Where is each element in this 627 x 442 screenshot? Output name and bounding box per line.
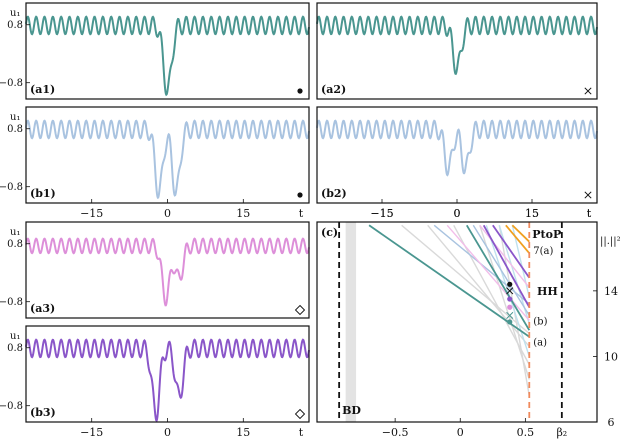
panel-c-series-line-11 xyxy=(479,224,530,289)
panel-c-series-line-12 xyxy=(482,224,531,308)
panel-c-annotation-2: (a) xyxy=(533,338,547,349)
panel-c-marker-3 xyxy=(507,304,513,310)
panel-c-plot-area xyxy=(338,222,563,422)
panel-c-marker-2 xyxy=(507,296,513,302)
panel-b1-ytick-label: 0.8 xyxy=(7,124,23,135)
panel-c-label-ptop: PtoP xyxy=(532,228,561,241)
panel-b1-ylabel: u₁ xyxy=(10,112,20,123)
panel-c-ytick-label: 10 xyxy=(604,350,618,363)
panel-b3-xtick-label: −15 xyxy=(80,426,103,439)
panel-b3-xtick-label: 15 xyxy=(236,426,250,439)
panel-a3-marker-diamond xyxy=(294,304,306,316)
panel-c-series-line-16 xyxy=(505,224,530,254)
panel-b3-ylabel: u₁ xyxy=(10,331,20,342)
panel-c-xlabel: β₂ xyxy=(556,426,567,439)
panel-c-ytick-label: 14 xyxy=(604,285,618,298)
panel-c-label-bd: BD xyxy=(342,404,361,417)
panel-a3-ytick-label: −0.8 xyxy=(0,297,23,308)
panel-c-frame xyxy=(316,221,598,423)
panel-a2-marker-cross xyxy=(584,87,592,95)
panel-b1-label: (b1) xyxy=(30,187,56,200)
panel-a1-label: (a1) xyxy=(30,83,55,96)
panel-c-ylabel: ||.||² xyxy=(600,236,621,247)
panel-a2-frame xyxy=(316,2,598,100)
panel-b3-ytick-label: 0.8 xyxy=(7,343,23,354)
panel-b1-series-line xyxy=(25,119,310,199)
panel-a1-ytick-label: −0.8 xyxy=(0,78,23,89)
panel-b1-xlabel: t xyxy=(299,207,304,220)
panel-b2-series-line xyxy=(316,119,598,177)
panel-c-series-line-1 xyxy=(479,225,530,380)
panel-c-shaded-region xyxy=(345,222,357,422)
panel-b2-xlabel: t xyxy=(587,207,592,220)
panel-b1-xtick-label: −15 xyxy=(80,207,103,220)
panel-c-xtick-label: 0.5 xyxy=(517,426,535,439)
panel-b3-series-line xyxy=(25,338,310,423)
panel-c-top-xlabel: t xyxy=(587,207,592,220)
panel-c-series-line-3 xyxy=(427,224,530,348)
panel-a2-label: (a2) xyxy=(321,83,346,96)
panel-a1-ytick-label: 0.8 xyxy=(7,20,23,31)
panel-c-series-line-5 xyxy=(485,225,530,357)
panel-b3-marker-diamond xyxy=(294,408,306,420)
panel-c-ytick-label: 6 xyxy=(608,416,615,429)
panel-c-label: (c) xyxy=(321,226,338,239)
panel-b3-xtick-label: 0 xyxy=(164,426,171,439)
panel-b2-xtick-label: 15 xyxy=(525,207,539,220)
panel-c-label-hh: HH xyxy=(537,285,558,298)
panel-c-top-xtick-label: 15 xyxy=(525,207,539,220)
panel-c-marker-1 xyxy=(506,287,514,295)
panel-c-top-xtick-label: 0 xyxy=(454,207,461,220)
panel-b2-xtick-label: 0 xyxy=(454,207,461,220)
panel-a3-label: (a3) xyxy=(30,302,55,315)
panel-c-xtick-label: 0 xyxy=(457,426,464,439)
panel-c-xtick-label: −0.5 xyxy=(382,426,409,439)
panel-c-marker-0 xyxy=(507,281,513,287)
panel-a3-series-line xyxy=(25,237,310,307)
panel-b3-ytick-label: −0.8 xyxy=(0,401,23,412)
panel-c-series-line-14 xyxy=(368,224,530,338)
panel-a2-series-line xyxy=(316,15,598,76)
panel-b3-xlabel: t xyxy=(299,426,304,439)
panel-c-series-line-2 xyxy=(453,224,530,365)
panel-a3-frame xyxy=(25,221,310,319)
panel-c-marker-4 xyxy=(506,311,514,319)
panel-c-series-line-4 xyxy=(401,224,530,335)
panel-c-annotation-1: (b) xyxy=(533,316,547,327)
panel-c-annotation-0: 7(a) xyxy=(533,246,553,257)
panel-c-series-line-17 xyxy=(511,224,530,243)
panel-a1-frame xyxy=(25,2,310,100)
panel-a1-series-line xyxy=(25,15,310,97)
panel-b1-marker-dot xyxy=(297,192,303,198)
panel-a3-ylabel: u₁ xyxy=(10,227,20,238)
panel-b2-label: (b2) xyxy=(321,187,347,200)
panel-a1-marker-dot xyxy=(297,88,303,94)
panel-b1-xtick-label: 15 xyxy=(236,207,250,220)
panel-c-series-line-15 xyxy=(465,224,531,331)
panel-c-series-line-10 xyxy=(446,224,530,321)
panel-a1-ylabel: u₁ xyxy=(10,8,20,19)
panel-c-series-line-13 xyxy=(492,224,531,279)
panel-b2-xtick-label: −15 xyxy=(370,207,393,220)
panel-b3-label: (b3) xyxy=(30,406,56,419)
panel-a3-ytick-label: 0.8 xyxy=(7,239,23,250)
panel-c-top-xtick-label: −15 xyxy=(370,207,393,220)
panel-b1-ytick-label: −0.8 xyxy=(0,182,23,193)
panel-b1-xtick-label: 0 xyxy=(164,207,171,220)
panel-b2-marker-cross xyxy=(584,191,592,199)
panel-c-marker-5 xyxy=(507,319,513,325)
panel-c-series-line-8 xyxy=(472,224,530,316)
